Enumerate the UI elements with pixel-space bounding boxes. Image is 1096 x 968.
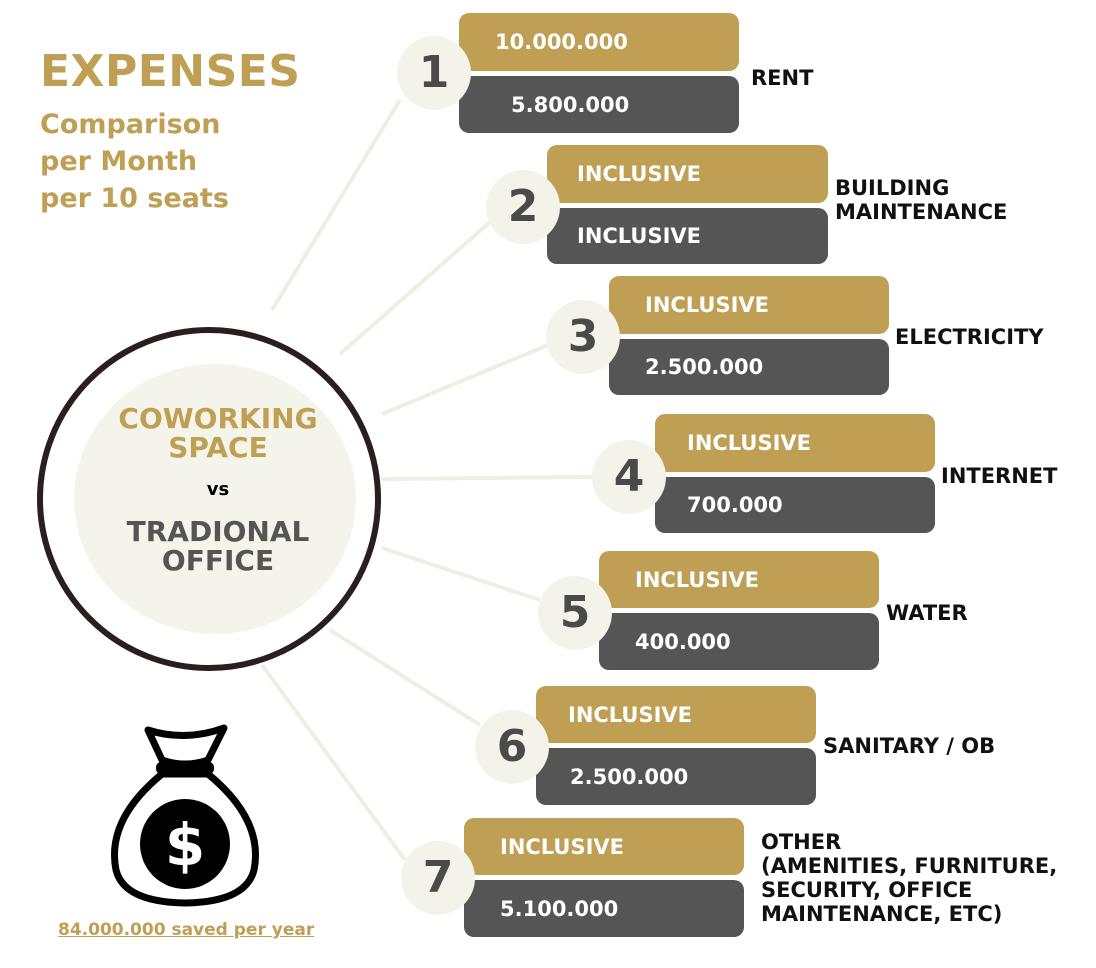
item-1-coworking-value: 10.000.000 (495, 30, 628, 54)
item-3-number: 3 (546, 300, 620, 374)
item-6-coworking-bar: INCLUSIVE (536, 686, 816, 743)
item-1-traditional-value: 5.800.000 (511, 92, 630, 117)
subtitle-line: per 10 seats (40, 183, 229, 214)
item-2-label: BUILDING MAINTENANCE (835, 176, 1007, 224)
connector-line-5 (381, 546, 541, 602)
center-line-traditional: TRADIONAL (126, 515, 310, 548)
item-5-label-line: WATER (886, 601, 968, 625)
item-5-number: 5 (538, 576, 612, 650)
connector-line-7 (260, 663, 407, 862)
item-5-coworking-value: INCLUSIVE (635, 567, 760, 592)
center-vs: vs (206, 479, 230, 500)
item-5-traditional-value: 400.000 (635, 629, 731, 654)
item-7-label-line: OTHER (761, 830, 842, 854)
connector-line-4 (380, 475, 593, 481)
item-7-label: OTHER (AMENITIES, FURNITURE, SECURITY, O… (761, 830, 1057, 926)
item-1-number: 1 (397, 36, 471, 110)
item-2-label-line: BUILDING (835, 176, 950, 200)
page-title: EXPENSES (40, 46, 301, 97)
item-3-traditional-value: 2.500.000 (645, 355, 764, 379)
item-7-coworking-value: INCLUSIVE (500, 834, 625, 859)
item-1-traditional-bar: 5.800.000 (459, 76, 739, 133)
item-4-number: 4 (592, 440, 666, 514)
item-4-coworking-bar: INCLUSIVE (655, 414, 935, 472)
item-4-traditional-bar: 700.000 (655, 477, 935, 533)
page-subtitle: Comparison per Month per 10 seats (40, 106, 229, 217)
item-7-traditional-bar: 5.100.000 (464, 880, 744, 937)
item-3-coworking-bar: INCLUSIVE (609, 276, 889, 334)
item-6-coworking-value: INCLUSIVE (568, 702, 693, 727)
item-3-label-line: ELECTRICITY (895, 325, 1044, 349)
item-1-label-line: RENT (751, 66, 814, 90)
item-6-traditional-value: 2.500.000 (570, 764, 689, 789)
item-6-number: 6 (475, 710, 549, 784)
center-line-space: SPACE (168, 431, 268, 464)
item-7-coworking-bar: INCLUSIVE (464, 818, 744, 875)
item-7-label-line: MAINTENANCE, ETC) (761, 902, 1003, 926)
connector-line-6 (328, 628, 482, 727)
item-4-coworking-value: INCLUSIVE (687, 431, 812, 455)
item-3-traditional-bar: 2.500.000 (609, 339, 889, 395)
item-6-label: SANITARY / OB (823, 734, 995, 758)
connector-line-3 (381, 343, 549, 416)
center-disc (74, 364, 356, 634)
item-2-coworking-value: INCLUSIVE (577, 162, 702, 186)
subtitle-line: Comparison (40, 109, 221, 140)
item-3-label: ELECTRICITY (895, 325, 1044, 349)
item-1-label: RENT (751, 66, 813, 90)
connector-line-1 (270, 98, 402, 312)
item-4-label-line: INTERNET (941, 464, 1058, 488)
center-line-coworking: COWORKING (118, 402, 318, 435)
savings-note: 84.000.000 saved per year (58, 920, 315, 940)
item-2-traditional-bar: INCLUSIVE (547, 208, 828, 264)
item-4-label: INTERNET (941, 464, 1057, 488)
item-5-traditional-bar: 400.000 (599, 613, 879, 670)
center-line-office: OFFICE (161, 544, 275, 577)
item-3-coworking-value: INCLUSIVE (645, 293, 770, 317)
money-bag-icon: $ (111, 724, 259, 907)
item-7-label-line: (AMENITIES, FURNITURE, (761, 854, 1058, 878)
item-5-coworking-bar: INCLUSIVE (599, 551, 879, 608)
item-6-label-line: SANITARY / OB (823, 734, 996, 758)
item-7-number: 7 (401, 841, 475, 915)
connector-line-2 (338, 220, 492, 356)
currency-symbol: $ (165, 811, 205, 879)
item-7-traditional-value: 5.100.000 (500, 896, 619, 921)
item-7-label-line: SECURITY, OFFICE (761, 878, 973, 902)
item-2-label-line: MAINTENANCE (835, 200, 1008, 224)
item-5-label: WATER (886, 601, 968, 625)
item-6-traditional-bar: 2.500.000 (536, 748, 816, 805)
item-1-coworking-bar: 10.000.000 (459, 13, 739, 71)
item-2-coworking-bar: INCLUSIVE (547, 145, 828, 203)
item-2-number: 2 (486, 170, 560, 244)
item-4-traditional-value: 700.000 (687, 493, 783, 517)
subtitle-line: per Month (40, 146, 198, 177)
center-title: COWORKING SPACE vs TRADIONAL OFFICE (74, 404, 362, 575)
item-2-traditional-value: INCLUSIVE (577, 224, 702, 248)
